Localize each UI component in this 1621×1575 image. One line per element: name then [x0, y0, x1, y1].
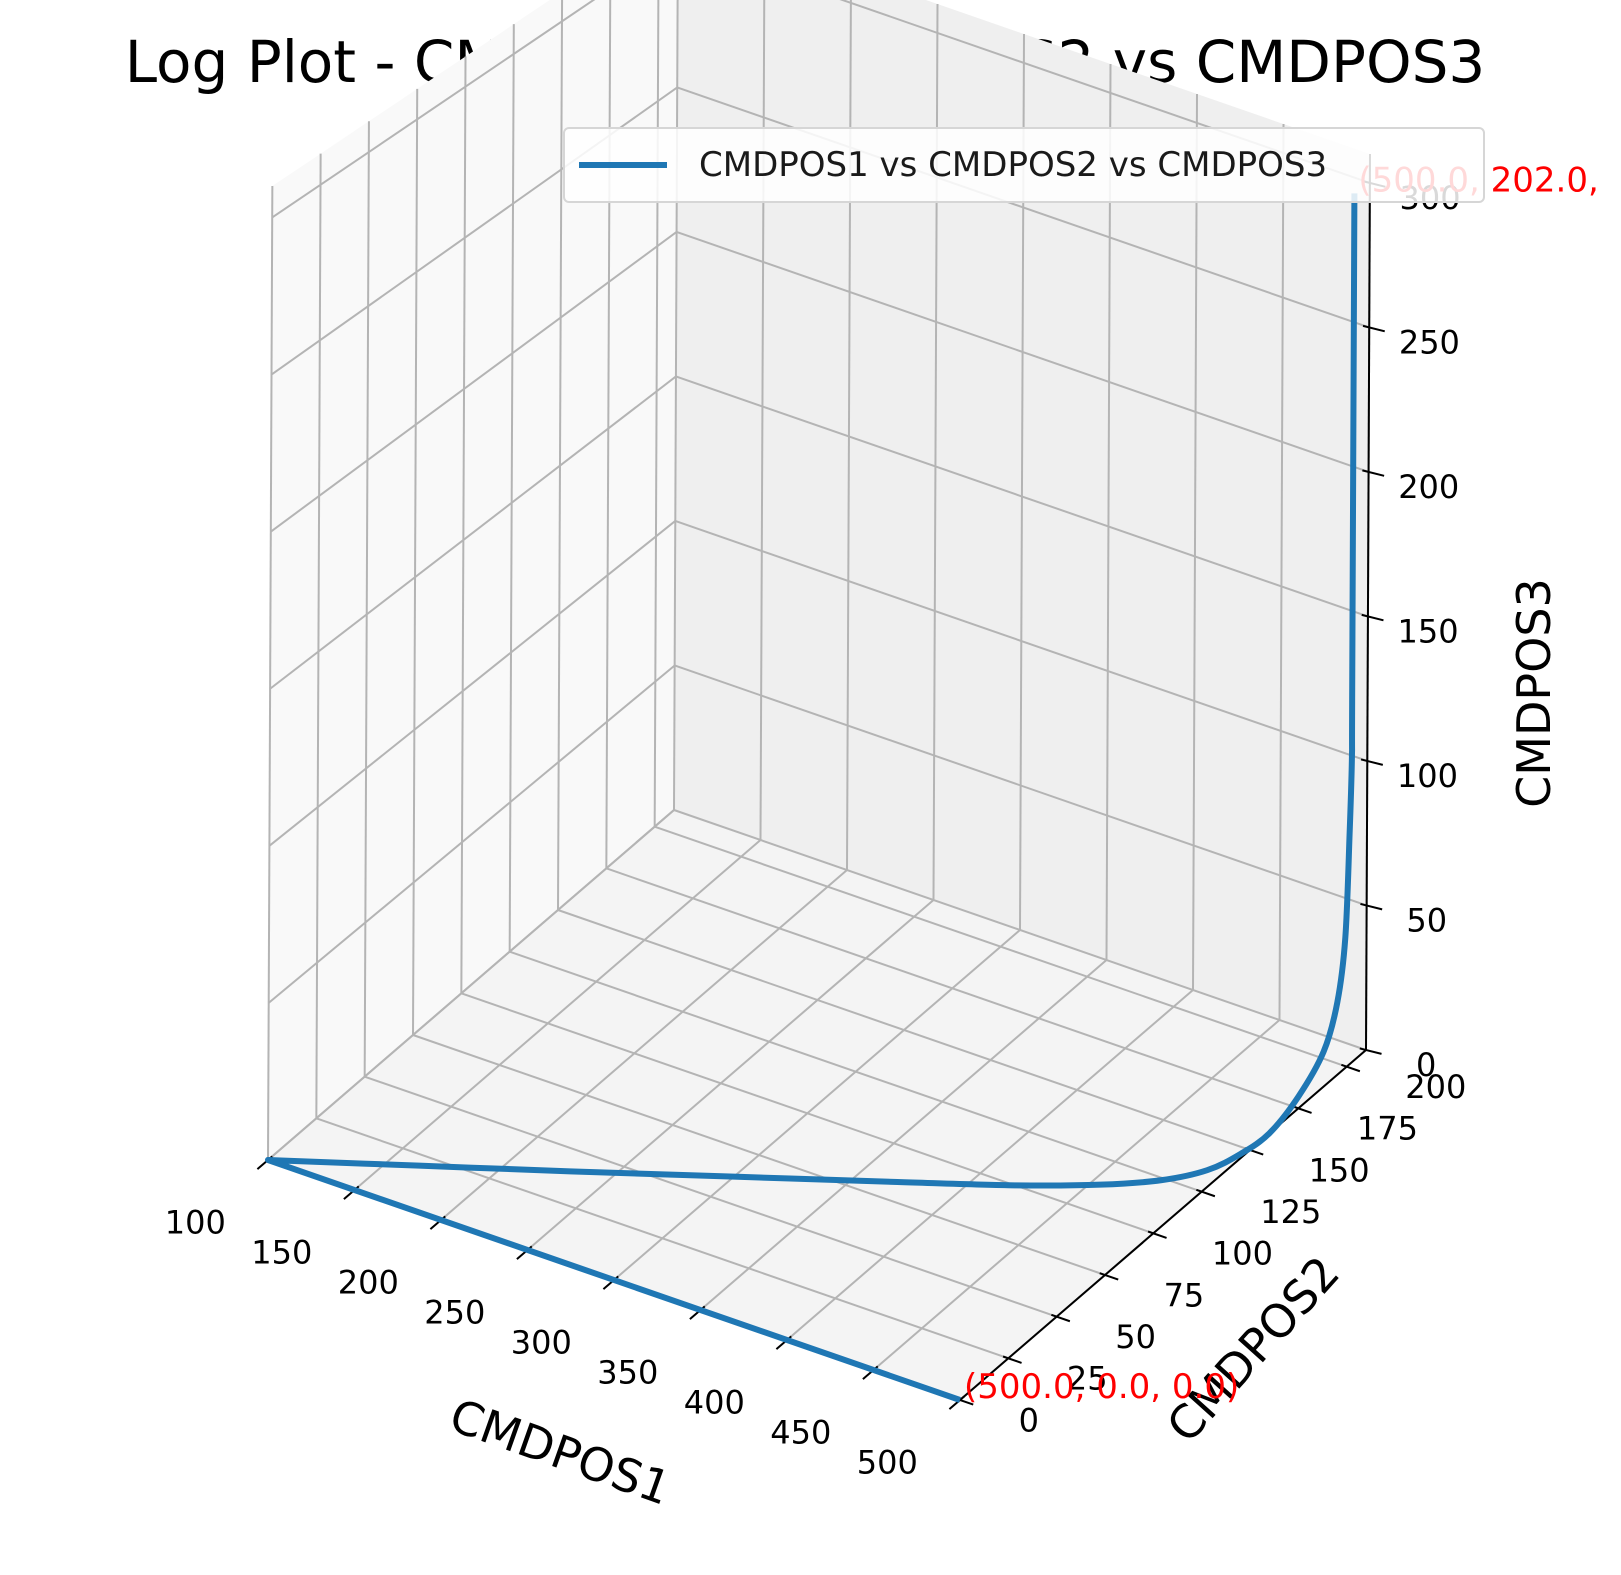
grid-line: [315, 153, 322, 1119]
grid-line: [509, 950, 1202, 1193]
tick-mark: [948, 1395, 965, 1410]
z-axis-label: CMDPOS3: [1507, 578, 1561, 808]
grid-line: [606, 867, 1299, 1110]
tick-mark: [1341, 1063, 1361, 1073]
tick-label: 25: [1067, 1360, 1108, 1398]
legend-swatch: [579, 162, 667, 168]
z-axis-line: [1365, 153, 1371, 1051]
grid-line: [460, 56, 467, 994]
grid-line: [267, 809, 675, 1161]
tick-label: 100: [165, 1204, 226, 1242]
tick-marks: [256, 180, 1386, 1410]
tick-mark: [1051, 1313, 1071, 1323]
tick-label: 250: [1399, 323, 1460, 361]
grid-line: [673, 0, 679, 811]
grid-line: [270, 231, 678, 533]
grid-line: [363, 121, 370, 1077]
grid-line: [1278, 123, 1285, 1021]
tick-mark: [1099, 1272, 1119, 1281]
tick-labels: 1001502002503003504004505000255075100125…: [165, 179, 1467, 1482]
point-annotation: (500.0, 0.0, 0.0): [964, 1367, 1239, 1407]
tick-label: 150: [251, 1234, 312, 1272]
grid-line: [846, 0, 852, 871]
grid-line: [653, 0, 660, 827]
tick-label: 100: [1397, 757, 1458, 795]
grid-line: [364, 1075, 1057, 1318]
legend: CMDPOS1 vs CMDPOS2 vs CMDPOS3: [563, 127, 1485, 203]
grid-line: [759, 0, 766, 841]
tick-label: 300: [511, 1324, 572, 1362]
tick-label: 350: [597, 1354, 658, 1392]
tick-label: 400: [684, 1384, 745, 1422]
tick-label: 250: [424, 1294, 485, 1332]
tick-label: 200: [1398, 468, 1459, 506]
grid-line: [268, 664, 676, 1004]
tick-mark: [1147, 1230, 1167, 1239]
tick-mark: [1196, 1188, 1216, 1198]
grid-line: [508, 24, 515, 952]
tick-label: 50: [1115, 1318, 1156, 1356]
grid-line: [673, 809, 1367, 1051]
grid-line: [675, 375, 1369, 618]
grid-line: [316, 1117, 1009, 1360]
tick-label: 100: [1212, 1235, 1273, 1273]
grid-line: [674, 520, 1368, 762]
grid-line: [557, 909, 1251, 1151]
left-wall-pane: [268, 0, 678, 1160]
tick-label: 450: [770, 1414, 831, 1452]
grid-line: [654, 825, 1347, 1068]
tick-label: 125: [1260, 1193, 1321, 1231]
tick-mark: [1362, 324, 1385, 333]
tick-mark: [1362, 469, 1385, 477]
grid-line: [461, 992, 1154, 1235]
tick-label: 0: [1416, 1046, 1436, 1084]
tick-mark: [1360, 902, 1383, 911]
tick-label: 200: [1405, 1068, 1466, 1106]
tick-mark: [1360, 758, 1384, 766]
grid-line: [267, 186, 274, 1161]
tick-label: 200: [338, 1264, 399, 1302]
grid-line: [1192, 93, 1198, 991]
grid-line: [269, 375, 677, 690]
grid-line: [676, 230, 1369, 473]
tick-label: 0: [1019, 1401, 1039, 1439]
grid-line: [412, 88, 419, 1036]
grid-line: [271, 0, 596, 219]
grid-line: [1105, 63, 1112, 961]
tick-label: 150: [1398, 612, 1459, 650]
grid-line: [605, 0, 612, 869]
tick-label: 50: [1406, 902, 1447, 940]
x-axis-label: CMDPOS1: [443, 1388, 677, 1516]
data-series: [265, 193, 1358, 1403]
tick-mark: [1361, 613, 1384, 622]
tick-mark: [1292, 1105, 1312, 1114]
grid-line: [674, 664, 1367, 907]
tick-mark: [1002, 1355, 1022, 1364]
series-line: [265, 193, 1358, 1403]
grid-line: [557, 0, 564, 911]
tick-mark: [1359, 1047, 1382, 1055]
tick-label: 175: [1357, 1110, 1418, 1148]
tick-label: 150: [1309, 1151, 1370, 1189]
tick-label: 500: [857, 1444, 918, 1482]
legend-label: CMDPOS1 vs CMDPOS2 vs CMDPOS3: [699, 145, 1328, 185]
tick-label: 75: [1164, 1276, 1205, 1314]
grid-line: [268, 520, 676, 847]
grid-line: [412, 1034, 1106, 1276]
